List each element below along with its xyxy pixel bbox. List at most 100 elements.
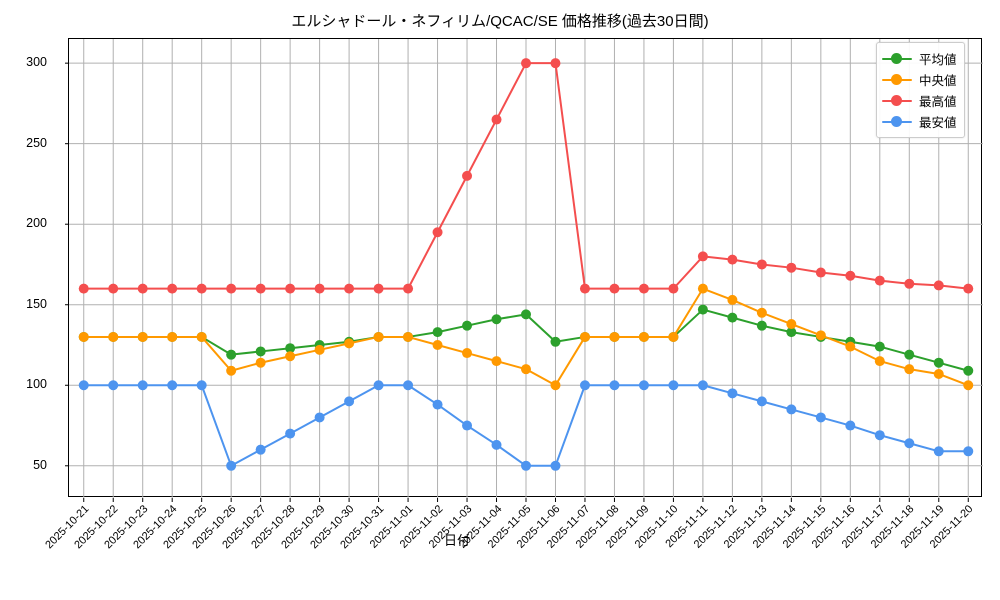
data-point-marker [550, 58, 561, 69]
data-point-marker [727, 388, 738, 399]
data-point-marker [727, 254, 738, 265]
data-point-marker [137, 380, 148, 391]
data-point-marker [491, 314, 502, 325]
y-axis-tick-label: 150 [26, 296, 47, 311]
data-point-marker [550, 380, 561, 391]
data-point-marker [167, 283, 178, 294]
data-point-marker [432, 399, 443, 410]
legend-item-1[interactable]: 平均値 [882, 48, 957, 69]
data-point-marker [491, 356, 502, 367]
data-point-marker [668, 331, 679, 342]
data-point-marker [196, 331, 207, 342]
data-series-layer [78, 58, 974, 471]
legend-label: 最安値 [919, 116, 957, 130]
data-point-marker [403, 283, 414, 294]
data-point-marker [108, 283, 119, 294]
legend-swatch-icon [882, 52, 912, 65]
legend-item-4[interactable]: 最安値 [882, 111, 957, 132]
data-point-marker [521, 364, 531, 375]
data-point-marker [108, 380, 119, 391]
data-point-marker [904, 349, 915, 360]
data-point-marker [874, 356, 885, 367]
data-point-marker [255, 444, 266, 455]
data-point-marker [963, 365, 974, 376]
legend-label: 最高値 [919, 95, 957, 109]
data-point-marker [874, 430, 885, 441]
data-point-marker [521, 309, 531, 320]
data-point-marker [285, 283, 296, 294]
data-point-marker [373, 380, 384, 391]
y-axis-tick-label: 300 [26, 55, 47, 70]
legend-marker-dot [891, 52, 902, 64]
data-point-marker [786, 262, 797, 273]
data-point-marker [462, 348, 473, 359]
data-point-marker [609, 380, 620, 391]
data-point-marker [78, 331, 89, 342]
data-point-marker [697, 251, 708, 262]
data-point-marker [226, 349, 237, 360]
data-point-marker [403, 331, 414, 342]
data-point-marker [697, 380, 708, 391]
series-3 [78, 58, 974, 294]
data-point-marker [255, 357, 266, 368]
data-point-marker [196, 380, 207, 391]
data-point-marker [786, 319, 797, 330]
data-point-marker [108, 331, 119, 342]
data-point-marker [874, 341, 885, 352]
y-axis-tick-label: 100 [26, 377, 47, 392]
data-point-marker [285, 343, 296, 354]
data-point-marker [78, 380, 89, 391]
data-point-marker [344, 396, 355, 407]
data-point-marker [756, 320, 767, 331]
chart-legend[interactable]: 平均値中央値最高値最安値 [876, 42, 965, 138]
series-2 [78, 283, 974, 391]
series-line [82, 384, 970, 467]
data-point-marker [845, 270, 856, 281]
legend-swatch-icon [882, 73, 912, 86]
data-point-marker [78, 283, 89, 294]
data-point-marker [815, 330, 826, 341]
data-point-marker [167, 380, 178, 391]
data-point-marker [462, 170, 473, 181]
data-point-marker [403, 380, 414, 391]
data-point-marker [137, 331, 148, 342]
data-point-marker [638, 331, 649, 342]
y-axis-tick-labels: 50 100 150 200 250 300 [0, 38, 58, 497]
y-axis-tick-label: 50 [33, 457, 47, 472]
data-point-marker [668, 283, 679, 294]
data-point-marker [933, 446, 944, 457]
data-point-marker [933, 280, 944, 291]
data-point-marker [786, 327, 797, 338]
data-point-marker [933, 357, 944, 368]
legend-label: 中央値 [919, 74, 957, 88]
data-point-marker [432, 227, 443, 238]
legend-marker-dot [891, 115, 902, 127]
legend-item-2[interactable]: 中央値 [882, 69, 957, 90]
data-point-marker [638, 283, 649, 294]
data-point-marker [756, 307, 767, 318]
series-line [82, 62, 970, 290]
legend-swatch-icon [882, 94, 912, 107]
legend-item-3[interactable]: 最高値 [882, 90, 957, 111]
data-point-marker [314, 283, 325, 294]
data-point-marker [874, 275, 885, 286]
legend-label: 平均値 [919, 53, 957, 67]
data-point-marker [462, 320, 473, 331]
data-point-marker [815, 412, 826, 423]
data-point-marker [756, 396, 767, 407]
data-point-marker [255, 283, 266, 294]
data-point-marker [550, 460, 561, 471]
data-point-marker [697, 283, 708, 294]
y-axis-tick-label: 200 [26, 216, 47, 231]
legend-marker-dot [891, 73, 902, 85]
data-point-marker [196, 283, 207, 294]
data-point-marker [579, 331, 590, 342]
data-point-marker [904, 364, 915, 375]
data-point-marker [137, 283, 148, 294]
data-point-marker [521, 58, 531, 69]
data-point-marker [226, 460, 237, 471]
data-point-marker [579, 380, 590, 391]
data-point-marker [432, 327, 443, 338]
data-point-marker [550, 336, 561, 347]
